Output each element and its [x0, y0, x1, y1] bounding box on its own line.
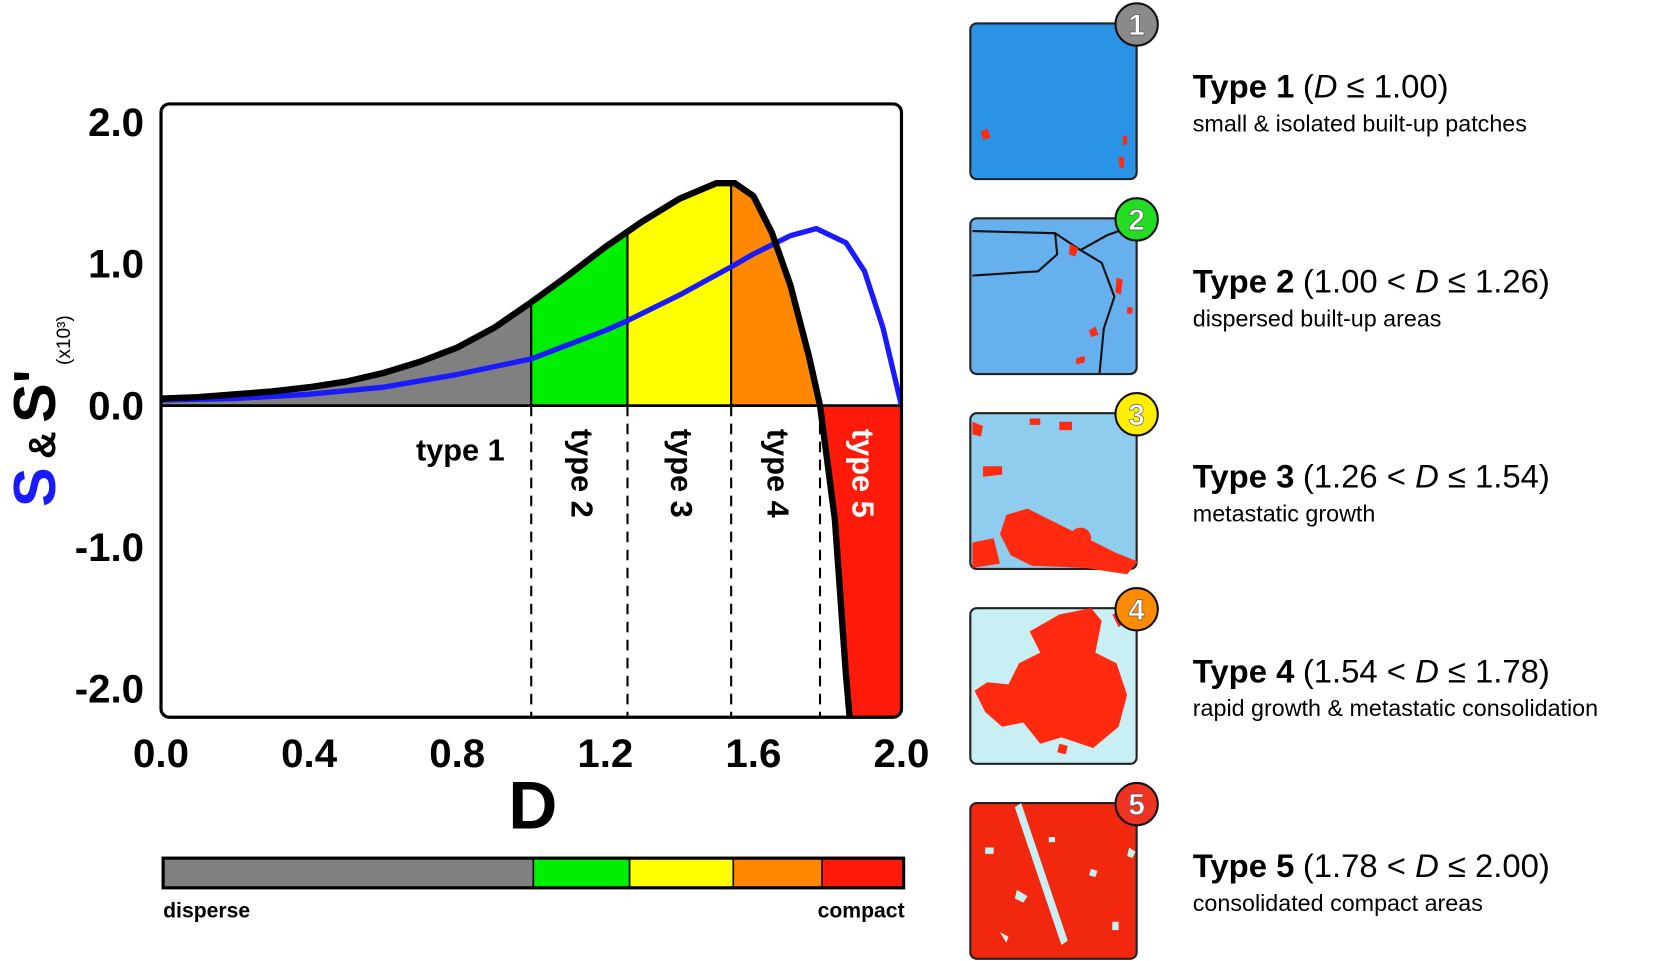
badge-number: 3	[1128, 399, 1145, 432]
panel-name: Type 4	[1193, 652, 1295, 689]
region-label: type 3	[664, 429, 699, 518]
x-tick-label: 0.0	[133, 731, 189, 776]
panel-desc: metastatic growth	[1193, 500, 1376, 526]
panel-title: Type 3 (1.26 < D ≤ 1.54)	[1193, 457, 1550, 494]
series-line	[161, 180, 853, 718]
x-tick-label: 1.6	[725, 731, 781, 776]
plot-area: type 1 type 2 type 3 type 4 type 5	[161, 180, 902, 718]
y-tick-label: 0.0	[88, 383, 144, 428]
region-label: type 2	[564, 429, 599, 518]
plot-frame	[159, 102, 904, 719]
badge	[1114, 781, 1159, 827]
y-tick-label: -2.0	[75, 667, 144, 712]
y-label-amp: &	[21, 431, 64, 459]
panel-name: Type 3	[1193, 457, 1295, 494]
region-label: type 5	[846, 429, 881, 518]
panel-name: Type 5	[1193, 847, 1295, 884]
region-label: type 4	[760, 429, 795, 518]
badge	[1114, 392, 1159, 437]
panel-title: Type 5 (1.78 < D ≤ 2.00)	[1193, 847, 1550, 884]
region-label: type 1	[416, 433, 505, 468]
badge	[1114, 586, 1159, 632]
panel-condition: D	[1415, 457, 1439, 494]
thumb-deco-5	[985, 803, 1136, 946]
badge-number: 1	[1128, 9, 1145, 42]
panel-desc: dispersed built-up areas	[1193, 305, 1442, 331]
colorbar-frame	[161, 856, 906, 890]
y-axis-label: S & S' (x10³)	[1, 315, 75, 507]
series-line	[161, 225, 902, 407]
panel-condition: ≤ 1.00)	[1337, 68, 1448, 105]
y-label-unit: (x10³)	[54, 315, 75, 365]
y-label-s-prime: S'	[1, 369, 68, 423]
panel-condition: (1.54 <	[1303, 652, 1415, 689]
badge	[1114, 197, 1159, 242]
plot-content	[161, 180, 902, 718]
thumb-deco-3	[972, 418, 1138, 575]
panel-condition: D	[1314, 68, 1338, 105]
panel-condition: D	[1415, 847, 1439, 884]
panel-condition: (1.26 <	[1303, 457, 1415, 494]
panel-title: Type 1 (D ≤ 1.00)	[1193, 68, 1449, 105]
x-tick-label: 0.8	[429, 731, 485, 776]
thumbnail	[969, 802, 1138, 960]
panel-condition: (	[1303, 68, 1314, 105]
colorbar	[161, 856, 906, 890]
colorbar-label: compact	[818, 899, 905, 922]
x-tick-label: 2.0	[873, 731, 929, 776]
panel-name: Type 1	[1193, 68, 1295, 105]
y-label-s: S	[1, 467, 68, 507]
panel-condition: ≤ 2.00)	[1439, 847, 1550, 884]
panel-desc: small & isolated built-up patches	[1193, 110, 1527, 136]
y-label-text: S & S' (x10³)	[1, 315, 75, 507]
panel-condition: ≤ 1.78)	[1439, 652, 1550, 689]
panel-title: Type 2 (1.00 < D ≤ 1.26)	[1193, 262, 1550, 299]
x-axis-label: D	[508, 768, 557, 843]
y-tick-label: 1.0	[88, 242, 144, 287]
colorbar-segment	[532, 857, 631, 889]
panel-name: Type 2	[1193, 262, 1295, 299]
panel-title: Type 4 (1.54 < D ≤ 1.78)	[1193, 652, 1550, 689]
panel-condition: (1.78 <	[1303, 847, 1415, 884]
thumbnail	[969, 217, 1138, 376]
panel-condition: ≤ 1.54)	[1439, 457, 1550, 494]
colorbar-label: disperse	[163, 899, 250, 922]
x-tick-label: 1.2	[577, 731, 633, 776]
thumbnail	[969, 22, 1138, 181]
badge-number: 5	[1128, 789, 1145, 822]
region-fill	[530, 229, 629, 407]
badge-number: 2	[1128, 204, 1145, 237]
panel-desc: rapid growth & metastatic consolidation	[1193, 695, 1598, 721]
panel-condition: ≤ 1.26)	[1439, 262, 1550, 299]
badge	[1114, 2, 1159, 47]
panel-condition: D	[1415, 652, 1439, 689]
panel-condition: D	[1415, 262, 1439, 299]
region-fill	[730, 182, 822, 407]
colorbar-segment	[732, 857, 823, 889]
y-tick-label: 2.0	[88, 100, 144, 145]
panel-desc: consolidated compact areas	[1193, 890, 1483, 916]
thumbnail-decorations	[972, 128, 1138, 946]
thumb-deco-4	[974, 608, 1128, 755]
badge-number: 4	[1128, 594, 1145, 627]
colorbar-segment	[162, 857, 535, 889]
x-tick-label: 0.4	[281, 731, 338, 776]
y-tick-label: -1.0	[75, 525, 144, 570]
panel-condition: (1.00 <	[1303, 262, 1415, 299]
thumb-deco-2	[972, 227, 1133, 374]
colorbar-segment	[628, 857, 735, 889]
colorbar-segment	[821, 857, 905, 889]
